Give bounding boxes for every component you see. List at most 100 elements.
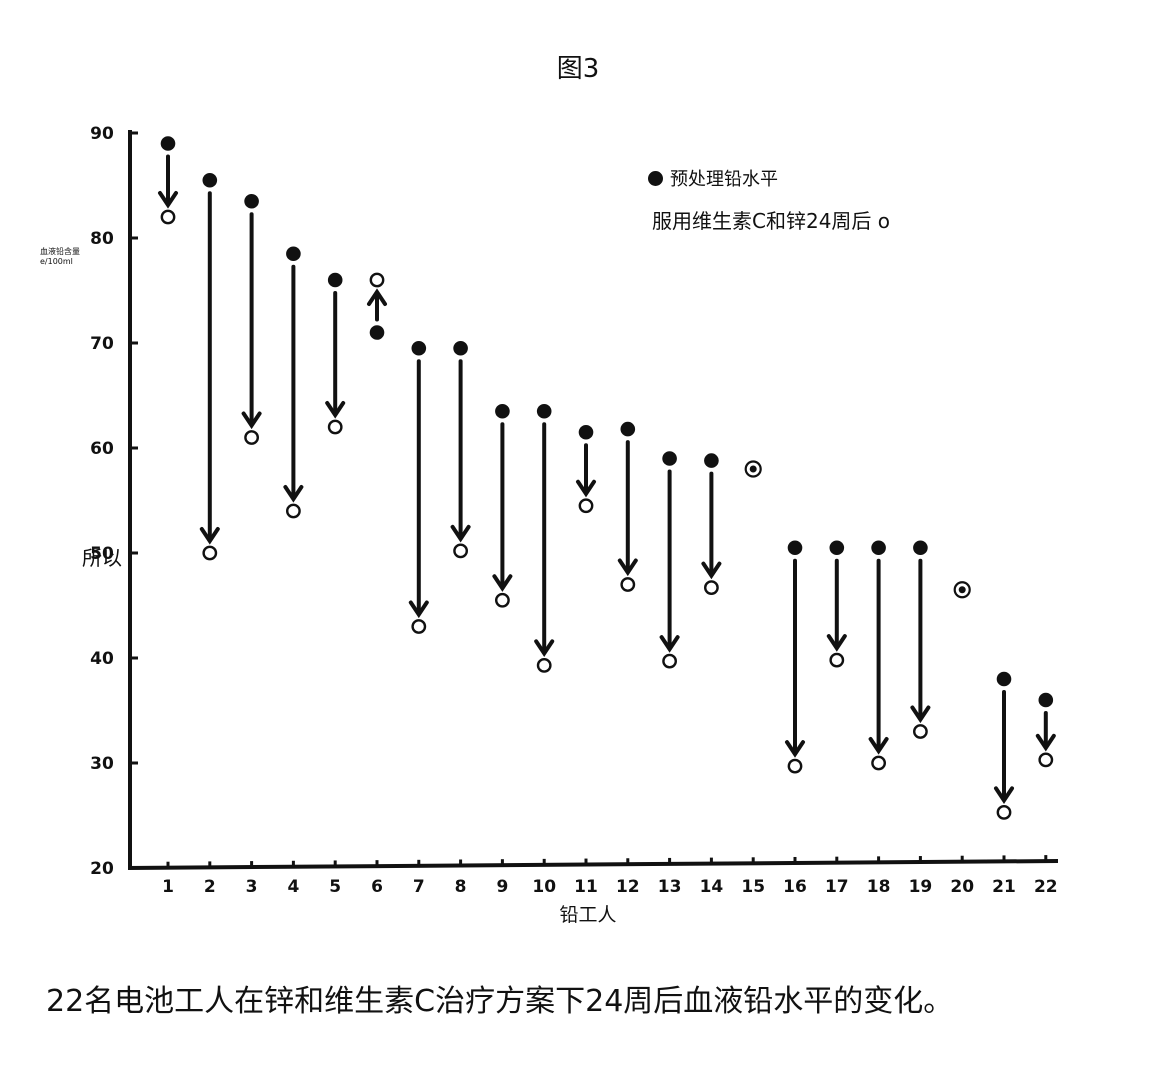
change-arrows [158,154,1056,804]
unchanged-point-center [958,586,966,594]
x-axis-label: 铅工人 [559,904,617,926]
pre-treatment-point [620,421,636,437]
post-treatment-point [160,209,176,225]
post-treatment-point [871,755,886,771]
x-tick-label: 12 [616,877,640,897]
arrow-head [367,288,387,306]
x-tick-label: 21 [992,877,1016,897]
arrow-head [450,524,471,543]
x-tick-label: 15 [741,877,765,897]
post-treatment-point [411,619,427,634]
pre-treatment-point [202,172,218,188]
post-treatment-point [285,503,301,519]
arrow-head [1035,733,1056,752]
x-tick-label: 18 [867,877,891,897]
pre-treatment-point [829,540,845,556]
x-tick-label: 13 [658,877,682,897]
chart-axes [127,130,1059,870]
x-tick-label: 7 [413,877,425,897]
post-treatment-point [662,653,677,669]
y-tick-label: 70 [90,334,114,354]
legend-item-post: 服用维生素C和锌24周后 o [652,205,890,234]
y-tick-label: 60 [90,439,114,459]
pre-treatment-point [787,540,803,556]
x-tick-label: 19 [909,877,933,897]
arrow-head [534,639,555,657]
post-treatment-point [913,724,928,739]
pre-treatment-point [244,193,259,209]
x-tick-label: 14 [700,877,724,897]
pre-treatment-point [1038,692,1054,708]
x-tick-label: 4 [287,877,299,897]
pre-treatment-point [704,453,719,468]
x-tick-labels: 1 2 3 4 5 6 7 8 9 10 11 12 13 14 15 16 17 18 19 20 21 22 [162,877,1058,897]
pre-treatment-point [453,340,468,356]
arrow-head [785,740,805,758]
x-axis-line [127,859,1059,870]
data-points [160,136,1054,820]
pre-treatment-point [286,246,301,262]
figure-caption: 22名电池工人在锌和维生素C治疗方案下24周后血液铅水平的变化。 [46,984,954,1019]
y-tick-labels: 20 30 40 50 60 70 80 90 [90,124,114,879]
x-tick-label: 3 [246,877,258,897]
x-tick-label: 9 [496,877,508,897]
arrow-head [325,401,346,419]
arrow-head [492,574,513,592]
x-tick-label: 11 [574,877,598,897]
filled-dot-icon [648,171,663,186]
arrow-head [576,479,596,498]
pre-treatment-point [160,136,176,151]
post-treatment-point [704,580,719,596]
legend-pre-label: 预处理铅水平 [670,169,778,190]
x-tick-label: 17 [825,877,849,897]
legend-post-label: 服用维生素C和锌24周后 o [652,209,891,233]
pre-treatment-point [495,403,510,419]
arrow-head [994,786,1014,804]
post-treatment-point [327,419,343,435]
pre-treatment-point [662,451,677,466]
pre-treatment-point [411,340,427,356]
post-treatment-point [453,543,468,559]
post-treatment-point [244,430,260,445]
x-tick-label: 5 [329,877,341,897]
y-tick-label: 90 [90,124,114,144]
pre-treatment-point [327,272,343,288]
figure-title: 图3 [556,54,600,84]
x-tick-label: 8 [455,877,467,897]
pre-treatment-point [996,671,1012,687]
arrow-head [910,705,931,724]
arrow-head [241,411,262,430]
y-axis-label-line-1: 血液铅含量 [40,247,80,256]
arrow-head [199,527,220,545]
x-tick-label: 10 [532,877,556,897]
x-tick-label: 6 [371,877,383,897]
arrow-head [158,191,178,209]
y-tick-label: 50 [90,544,114,564]
pre-treatment-point [536,403,552,419]
arrow-head [701,561,722,580]
y-tick-label: 80 [90,229,114,249]
x-tick-label: 22 [1034,877,1058,897]
arrow-head [659,635,680,653]
arrow-head [868,737,889,755]
pre-treatment-point [871,540,886,556]
x-tick-label: 16 [783,877,807,897]
legend-item-pre: 预处理铅水平 [648,165,778,191]
unchanged-point-center [749,465,757,473]
y-axis-label-line-2: e/100ml [40,257,73,266]
post-treatment-point [787,758,803,774]
arrow-head [283,485,304,503]
post-treatment-point [202,545,218,561]
post-treatment-point [369,272,385,288]
post-treatment-point [494,592,510,608]
pre-treatment-point [913,540,928,556]
y-axis-label: 血液铅含量 e/100ml [40,247,80,267]
x-tick-label: 1 [162,877,174,897]
post-treatment-point [620,577,636,592]
pre-treatment-point [578,424,594,440]
y-tick-label: 20 [90,859,114,879]
arrow-head [408,600,429,619]
side-text: 所以 [82,546,122,570]
arrow-head [617,558,638,577]
